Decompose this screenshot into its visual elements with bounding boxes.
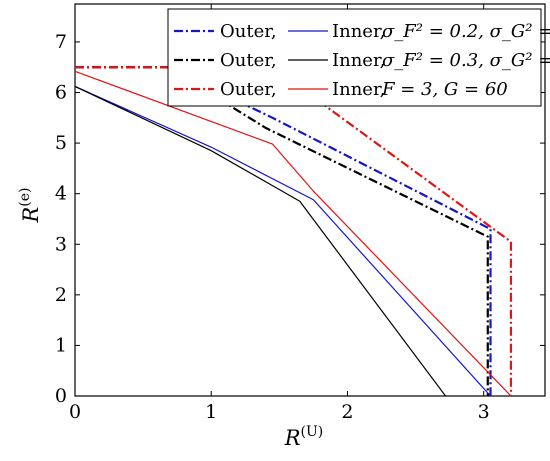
legend-inner-label: Inner,: [332, 79, 385, 100]
legend-params-label: σ_F² = 0.3, σ_G² = 4: [382, 50, 550, 71]
y-axis-label-main: R: [19, 207, 43, 224]
y-axis-label: R(e): [17, 187, 43, 223]
legend-outer-label: Outer,: [220, 21, 277, 42]
y-axis-label-sup: (e): [17, 187, 33, 206]
x-tick-label: 1: [205, 401, 217, 423]
inner-bound-line-1: [74, 85, 491, 397]
outer-bound-line-0: [75, 66, 492, 396]
axis-ticks: 0 1 2 3 0 1 2 3 4 5 6 7: [55, 4, 545, 423]
y-tick-label: 3: [55, 233, 67, 255]
x-tick-label: 3: [478, 401, 490, 423]
legend: Outer,Inner,σ_F² = 0.2, σ_G² = 4Outer,In…: [167, 8, 550, 107]
x-axis-label-sup: (U): [301, 424, 324, 440]
legend-outer-label: Outer,: [220, 79, 277, 100]
y-tick-label: 1: [55, 334, 67, 356]
x-tick-label: 2: [341, 401, 353, 423]
legend-params-label: σ_F² = 0.2, σ_G² = 4: [382, 21, 550, 42]
legend-outer-label: Outer,: [220, 50, 277, 71]
y-tick-label: 6: [55, 82, 67, 104]
legend-inner-label: Inner,: [332, 21, 385, 42]
y-tick-label: 7: [55, 31, 67, 53]
y-tick-label: 2: [55, 284, 67, 306]
inner-bound-line-5: [74, 70, 512, 397]
x-axis-label: R(U): [284, 424, 324, 450]
legend-inner-label: Inner,: [332, 50, 385, 71]
y-tick-label: 0: [55, 385, 67, 407]
inner-bound-line-3: [74, 85, 447, 397]
plot-frame: [74, 3, 546, 397]
x-axis-label-main: R: [284, 426, 301, 450]
legend-params-label: F = 3, G = 60: [381, 79, 508, 100]
outer-bound-line-2: [75, 66, 489, 396]
x-tick-label: 0: [69, 401, 81, 423]
y-tick-label: 5: [55, 132, 67, 154]
legend-box: [167, 8, 542, 107]
y-tick-label: 4: [55, 183, 67, 205]
